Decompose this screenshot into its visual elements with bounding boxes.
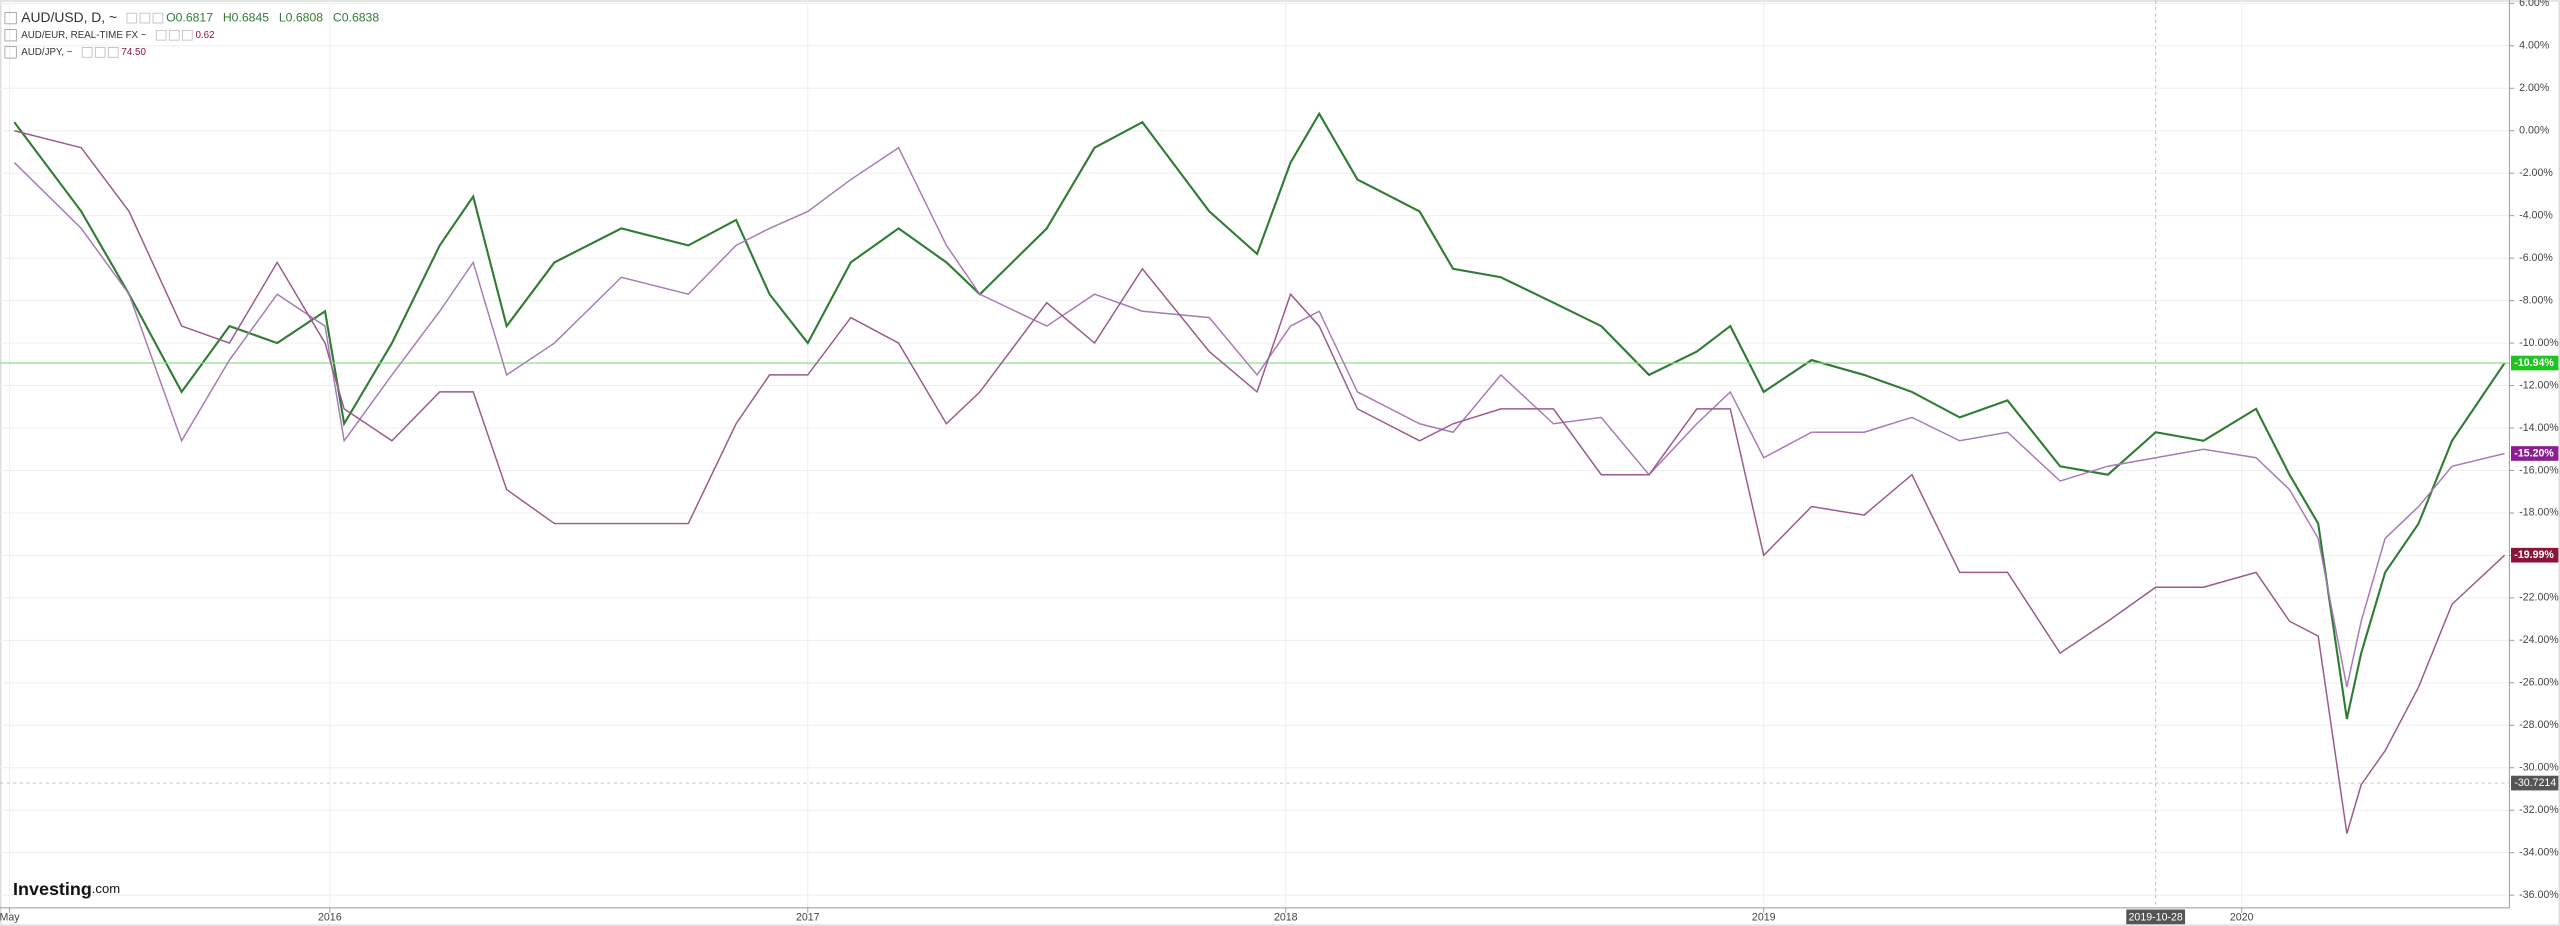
last-value-label: -19.99% [2514, 549, 2554, 561]
y-tick-label: 2.00% [2519, 82, 2550, 94]
x-tick-label: 2016 [318, 911, 342, 923]
legend-icon[interactable] [126, 12, 138, 24]
legend-icon[interactable] [182, 29, 193, 41]
legend-name: AUD/JPY, ~ [21, 47, 72, 58]
y-tick-label: -14.00% [2519, 422, 2559, 434]
legend-icon[interactable] [107, 47, 119, 58]
logo-suffix: .com [92, 881, 120, 896]
x-tick-label: 2020 [2230, 911, 2254, 923]
legend-icon[interactable] [152, 12, 164, 24]
y-tick-label: 4.00% [2519, 40, 2550, 52]
logo-main: Investing [13, 879, 92, 899]
y-tick-label: -22.00% [2519, 592, 2559, 604]
y-tick-label: -34.00% [2519, 846, 2559, 858]
y-tick-label: -26.00% [2519, 677, 2559, 689]
x-tick-label: 2019 [1752, 911, 1776, 923]
last-value-box [2511, 446, 2559, 461]
legend-icon[interactable] [81, 47, 93, 58]
legend-icon[interactable] [94, 47, 106, 58]
y-tick-label: -30.00% [2519, 762, 2559, 774]
y-tick-label: -32.00% [2519, 804, 2559, 816]
legend-toggle [4, 11, 17, 25]
legend-toggle [4, 46, 17, 59]
y-tick-label: -8.00% [2519, 294, 2553, 306]
legend-quote: L0.6808 [279, 10, 323, 24]
legend-icon[interactable] [168, 29, 180, 41]
legend-quote: O0.6817 [166, 10, 213, 24]
logo: Investing.com [13, 879, 120, 899]
legend-icon[interactable] [139, 12, 151, 24]
series-line [13, 146, 2505, 688]
series-line [14, 130, 2506, 834]
x-tick-label: 2017 [796, 911, 820, 923]
y-tick-label: -6.00% [2519, 252, 2553, 264]
legend-quote: 74.50 [121, 47, 146, 58]
y-tick-label: 6.00% [2519, 0, 2550, 9]
legend-quote: H0.6845 [223, 10, 269, 24]
legend-icon[interactable] [155, 29, 167, 41]
legend-name: AUD/USD, D, ~ [21, 9, 117, 25]
crosshair-y-box [2511, 775, 2559, 791]
series-line [13, 111, 2506, 720]
legend-name: AUD/EUR, REAL-TIME FX ~ [21, 30, 147, 41]
last-value-box [2511, 547, 2559, 563]
y-tick-label: -12.00% [2519, 379, 2559, 391]
y-tick-label: -36.00% [2519, 889, 2559, 901]
legend-toggle [4, 29, 17, 42]
x-tick-label: May [0, 911, 20, 923]
y-tick-label: -10.00% [2519, 337, 2559, 349]
y-tick-label: -24.00% [2519, 634, 2559, 646]
legend-quote: C0.6838 [333, 10, 379, 24]
last-value-label: -10.94% [2514, 357, 2554, 369]
y-tick-label: -2.00% [2519, 167, 2553, 179]
y-tick-label: -18.00% [2519, 507, 2559, 519]
y-tick-label: 0.00% [2519, 125, 2550, 137]
y-tick-label: -4.00% [2519, 209, 2553, 221]
legend-quote: 0.62 [195, 30, 214, 41]
last-value-label: -15.20% [2514, 447, 2554, 459]
x-tick-label: 2018 [1274, 911, 1298, 923]
crosshair-x-box [2126, 909, 2186, 925]
last-value-box [2511, 355, 2559, 371]
crosshair-y-label: -30.7214 [2514, 777, 2556, 789]
y-tick-label: -28.00% [2519, 719, 2559, 731]
y-tick-label: -16.00% [2519, 464, 2559, 476]
crosshair-x-label: 2019-10-28 [2129, 911, 2183, 923]
